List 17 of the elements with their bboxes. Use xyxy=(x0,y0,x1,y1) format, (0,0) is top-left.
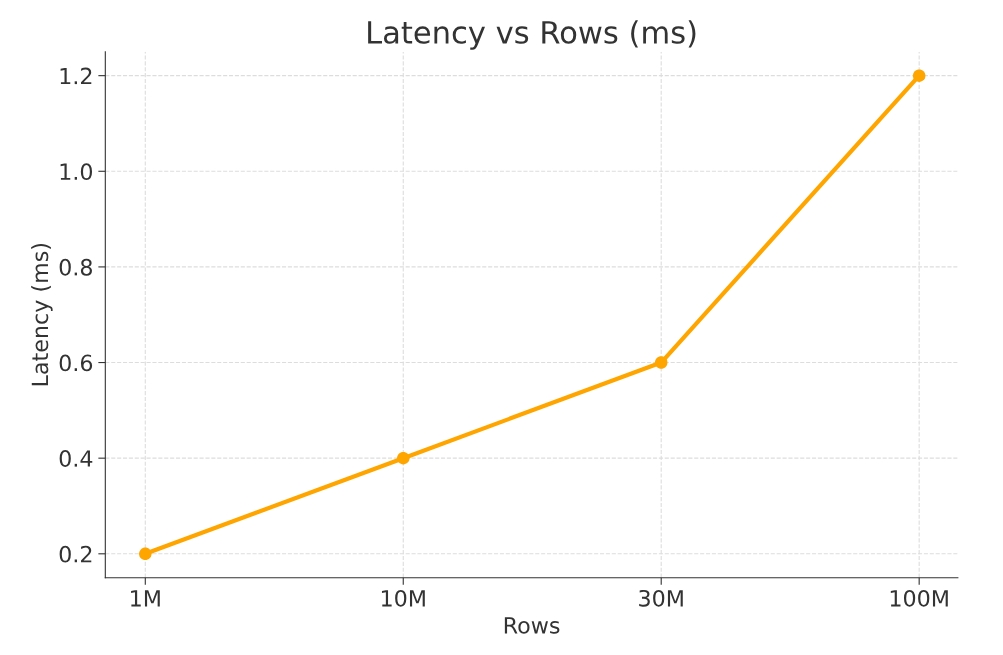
x-tick-label: 100M xyxy=(890,589,948,607)
y-tick-label: 0.6 xyxy=(59,354,93,372)
y-tick-label: 0.2 xyxy=(59,545,92,563)
point xyxy=(654,356,668,369)
y-axis-title: Latency (ms) xyxy=(31,243,53,386)
y-tick-label: 1.0 xyxy=(60,163,93,181)
chart-title: Latency vs Rows (ms) xyxy=(368,20,696,50)
x-axis-title: Rows xyxy=(504,617,560,634)
point xyxy=(139,547,152,561)
y-tick-label: 0.8 xyxy=(59,258,92,276)
x-tick-label: 1M xyxy=(131,590,160,607)
point xyxy=(397,451,410,465)
point xyxy=(912,69,926,82)
y-tick-label: 1.2 xyxy=(60,67,92,85)
x-tick-label: 30M xyxy=(639,589,683,607)
x-tick-label: 10M xyxy=(381,589,425,607)
y-tick-label: 0.4 xyxy=(59,450,93,467)
